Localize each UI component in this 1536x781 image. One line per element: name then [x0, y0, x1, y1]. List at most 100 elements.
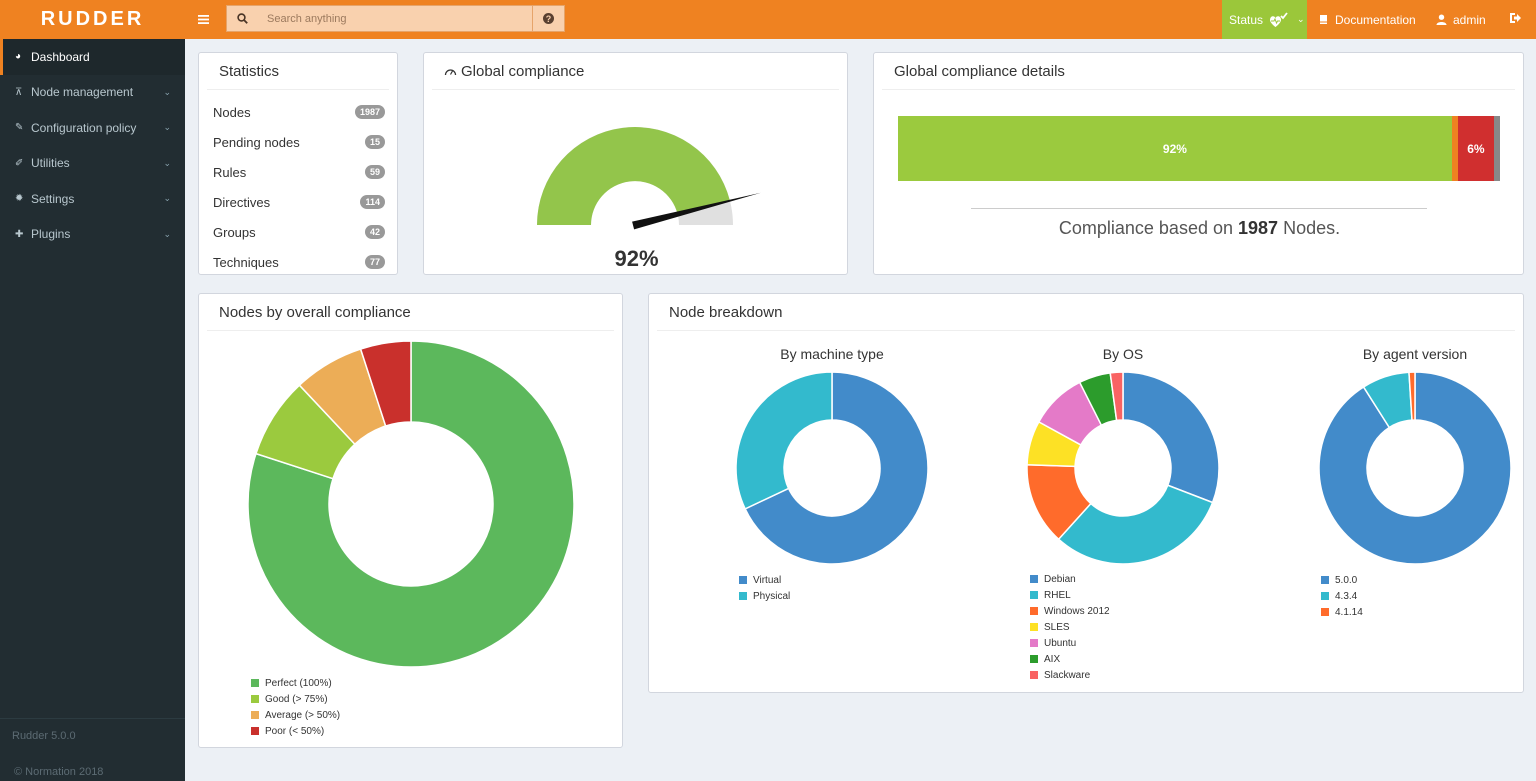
- segment-label: 6%: [1467, 141, 1485, 156]
- global-compliance-panel: Global compliance 92%: [423, 52, 848, 275]
- gauge-needle: [632, 192, 761, 230]
- status-dropdown[interactable]: Status ⌄: [1222, 0, 1307, 39]
- logout-button[interactable]: [1509, 12, 1522, 27]
- pencil-icon: ✎: [15, 122, 24, 134]
- gauge-icon: [444, 69, 457, 76]
- search-icon[interactable]: [227, 6, 257, 31]
- legend-item[interactable]: Average (> 50%): [251, 707, 340, 723]
- gauge-fill: [537, 127, 730, 225]
- sidebar-toggle-button[interactable]: [192, 8, 214, 30]
- legend-label: Virtual: [753, 574, 782, 586]
- stat-label: Groups: [213, 224, 256, 240]
- documentation-link[interactable]: Documentation: [1318, 0, 1416, 39]
- legend-item[interactable]: Poor (< 50%): [251, 723, 340, 739]
- divider: [207, 330, 614, 331]
- heartbeat-check-icon: [1270, 11, 1288, 27]
- stat-row-techniques[interactable]: Techniques 77: [213, 252, 385, 272]
- os-slice-rhel[interactable]: [1057, 484, 1214, 565]
- legend-swatch: [1030, 639, 1038, 647]
- os-slice-debian[interactable]: [1122, 371, 1220, 504]
- agent-version-title: By agent version: [1362, 346, 1468, 362]
- legend-item[interactable]: Virtual: [739, 572, 790, 588]
- sidebar-item-configuration-policy[interactable]: ✎ Configuration policy ⌄: [0, 110, 185, 146]
- divider: [882, 89, 1515, 90]
- legend-item[interactable]: RHEL: [1030, 587, 1110, 603]
- legend-item[interactable]: 5.0.0: [1321, 572, 1363, 588]
- chevron-down-icon: ⌄: [163, 228, 171, 239]
- compliance-segment-error[interactable]: 6%: [1457, 116, 1494, 181]
- legend-item[interactable]: Slackware: [1030, 667, 1110, 683]
- stat-row-pending-nodes[interactable]: Pending nodes 15: [213, 132, 385, 152]
- legend-item[interactable]: Good (> 75%): [251, 691, 340, 707]
- machine-type-slice-physical[interactable]: [735, 371, 833, 510]
- wrench-icon: ✐: [15, 157, 24, 169]
- sidebar-item-settings[interactable]: ✹ Settings ⌄: [0, 181, 185, 217]
- legend-swatch: [739, 576, 747, 584]
- stat-row-rules[interactable]: Rules 59: [213, 162, 385, 182]
- compliance-donut-chart: [247, 340, 575, 668]
- legend-swatch: [251, 711, 259, 719]
- sidebar-item-dashboard[interactable]: ◕ Dashboard: [0, 39, 185, 75]
- legend-item[interactable]: 4.1.14: [1321, 604, 1363, 620]
- sitemap-icon: ⊼: [15, 86, 23, 98]
- legend-swatch: [251, 679, 259, 687]
- compliance-segment-repaired[interactable]: [1451, 116, 1458, 181]
- legend-label: RHEL: [1044, 589, 1071, 601]
- count-badge: 114: [360, 195, 385, 209]
- search-input[interactable]: [257, 6, 532, 31]
- user-menu[interactable]: admin: [1436, 0, 1486, 39]
- summary-suffix: Nodes.: [1283, 218, 1341, 238]
- gear-icon: ✹: [15, 193, 24, 205]
- legend-item[interactable]: Perfect (100%): [251, 675, 340, 691]
- search-help-button[interactable]: ?: [532, 6, 564, 31]
- os-slice-slackware[interactable]: [1109, 371, 1124, 422]
- compliance-gauge: [537, 127, 761, 230]
- legend-label: Physical: [753, 590, 791, 602]
- os-legend: Debian RHEL Windows 2012 SLES Ubuntu AIX…: [1030, 571, 1110, 683]
- rudder-logo[interactable]: RUDDER: [40, 8, 145, 30]
- sidebar-item-label: Configuration policy: [31, 120, 137, 135]
- legend-item[interactable]: Ubuntu: [1030, 635, 1110, 651]
- panel-title: Global compliance details: [894, 63, 1065, 80]
- legend-item[interactable]: AIX: [1030, 651, 1110, 667]
- compliance-details-panel: Global compliance details 92% 6% Complia…: [873, 52, 1524, 275]
- agent-version-slice-4-1-14[interactable]: [1408, 371, 1416, 421]
- machine-type-slice-virtual[interactable]: [744, 371, 929, 565]
- sidebar-item-label: Node management: [31, 85, 134, 100]
- sidebar-item-label: Plugins: [31, 227, 71, 242]
- legend-item[interactable]: Physical: [739, 588, 790, 604]
- version-label: Rudder 5.0.0: [12, 730, 76, 742]
- compliance-segment-success[interactable]: 92%: [898, 116, 1452, 181]
- statistics-panel: Statistics Nodes 1987 Pending nodes 15 R…: [198, 52, 398, 275]
- compliance-bar[interactable]: 92% 6%: [898, 116, 1500, 181]
- stat-row-groups[interactable]: Groups 42: [213, 222, 385, 242]
- nodes-compliance-panel: Nodes by overall compliance Perfect (100…: [198, 293, 623, 748]
- legend-item[interactable]: SLES: [1030, 619, 1110, 635]
- stat-row-nodes[interactable]: Nodes 1987: [213, 102, 385, 122]
- puzzle-icon: ✚: [15, 228, 24, 240]
- agent-version-slice-5-0-0[interactable]: [1318, 371, 1512, 565]
- legend-label: Slackware: [1044, 669, 1091, 681]
- legend-swatch: [1030, 655, 1038, 663]
- sidebar-item-utilities[interactable]: ✐ Utilities ⌄: [0, 146, 185, 182]
- stat-row-directives[interactable]: Directives 114: [213, 192, 385, 212]
- panel-title-wrap: Global compliance: [444, 63, 584, 80]
- agent-version-legend: 5.0.0 4.3.4 4.1.14: [1321, 572, 1363, 620]
- os-title: By OS: [1102, 346, 1144, 362]
- top-navbar: RUDDER ? Status ⌄ Documentation admin: [0, 0, 1536, 39]
- sign-out-icon: [1510, 13, 1521, 23]
- sidebar-item-plugins[interactable]: ✚ Plugins ⌄: [0, 217, 185, 253]
- sidebar-item-node-management[interactable]: ⊼ Node management ⌄: [0, 75, 185, 111]
- legend-item[interactable]: 4.3.4: [1321, 588, 1363, 604]
- machine-type-donut-chart: [735, 371, 1512, 565]
- compliance-slice-poor-50[interactable]: [359, 340, 412, 427]
- legend-swatch: [1321, 608, 1329, 616]
- compliance-segment-unknown[interactable]: [1493, 116, 1500, 181]
- compliance-slice-perfect-100[interactable]: [247, 340, 575, 668]
- sidebar-item-label: Utilities: [31, 156, 70, 171]
- legend-item[interactable]: Debian: [1030, 571, 1110, 587]
- panel-title: Node breakdown: [669, 304, 783, 321]
- divider: [657, 330, 1515, 331]
- segment-label: 92%: [1162, 141, 1187, 156]
- legend-item[interactable]: Windows 2012: [1030, 603, 1110, 619]
